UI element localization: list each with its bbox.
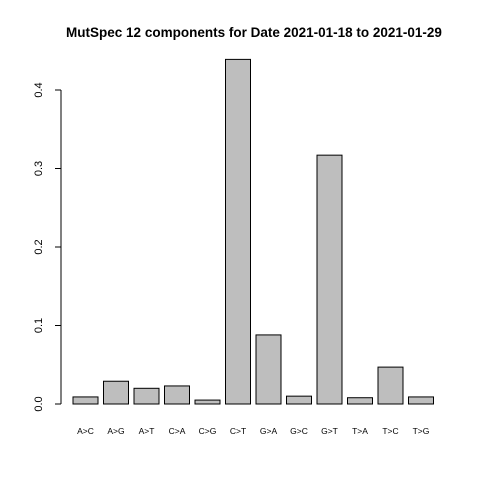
x-tick-label: A>C [77,426,94,436]
bar [408,396,434,405]
bar [194,399,221,405]
x-tick-label: C>G [199,426,217,436]
y-tick-label: 0.4 [33,82,45,97]
y-tick-label: 0.1 [33,318,45,333]
x-tick-label: A>T [139,426,155,436]
bar [225,58,251,405]
chart-title: MutSpec 12 components for Date 2021-01-1… [66,25,442,40]
bar [72,396,99,405]
x-tick-label: T>A [352,426,368,436]
x-tick-label: C>T [230,426,246,436]
y-tick-label: 0.2 [33,239,45,254]
x-axis-labels: A>C A>G A>T C>A C>G C>T G>A G>C G>T T>A T>C T>G [77,426,429,436]
bar [133,387,160,405]
bar [103,380,129,405]
y-tick-label: 0.0 [33,396,45,411]
x-tick-label: C>A [169,426,186,436]
x-tick-label: T>C [382,426,398,436]
bars [72,58,434,405]
x-tick-label: G>T [321,426,338,436]
bar [255,334,282,405]
x-tick-label: G>C [290,426,308,436]
bar [316,154,343,405]
x-tick-label: G>A [260,426,278,436]
y-tick-label: 0.3 [33,161,45,176]
x-tick-label: T>G [413,426,430,436]
bar [286,395,312,405]
bar [377,366,404,405]
bar [164,385,190,405]
y-axis: 0.0 0.1 0.2 0.3 0.4 [33,82,62,412]
bar [347,397,373,405]
x-tick-label: A>G [107,426,124,436]
